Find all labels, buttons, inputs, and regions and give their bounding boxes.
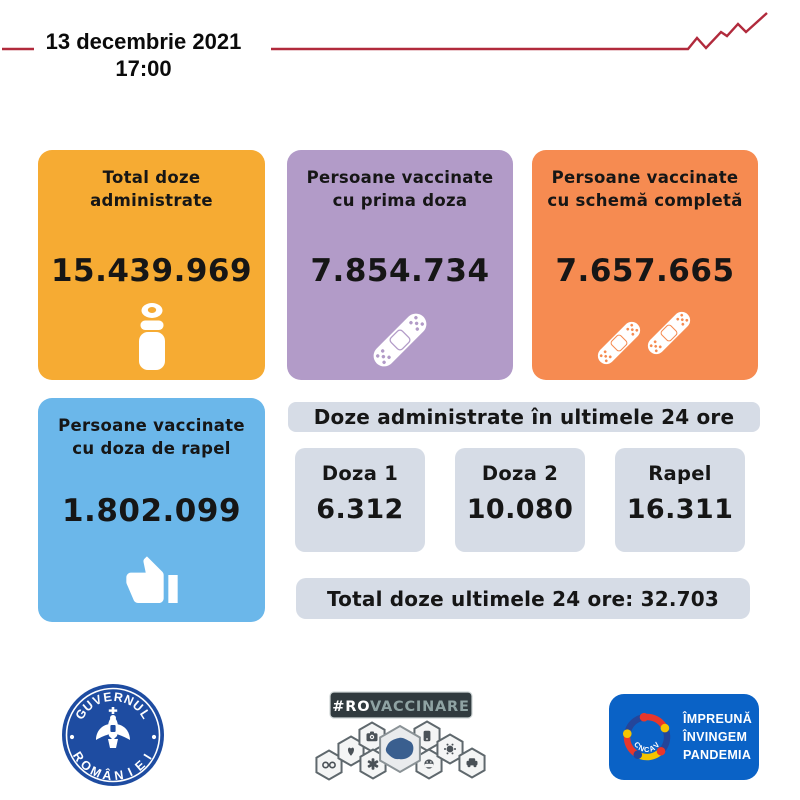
rovaccinare-bar [329,691,473,719]
card-value: 1.802.099 [61,493,242,529]
trend-line-graphic [2,12,768,51]
card-title: Total doze administrate [90,168,213,211]
seal-dot-right [151,734,157,740]
svg-text:C: C [644,745,650,754]
card-full-scheme: Persoane vaccinate cu schemă completă 7.… [532,150,758,380]
vial-icon [138,303,165,370]
cncav-slogan-line2: ÎNVINGEM [682,729,747,744]
dose1-value: 6.312 [316,494,404,525]
svg-text:Â: Â [102,767,113,783]
dose1-card: Doza 1 6.312 [295,448,425,552]
rovaccinare-hashtag: #ROVACCINARE [332,699,469,715]
card-title: Persoane vaccinate cu schemă completă [547,168,743,211]
card-booster-dose: Persoane vaccinate cu doza de rapel 1.80… [38,398,265,622]
card-total-doses: Total doze administrate 15.439.969 [38,150,265,380]
cncav-slogan-line1: ÎMPREUNĂ [682,711,752,726]
romania-map-icon [379,724,421,774]
dose2-card: Doza 2 10.080 [455,448,585,552]
booster24-card: Rapel 16.311 [615,448,745,552]
card-value: 7.854.734 [310,253,490,289]
last24-title: Doze administrate în ultimele 24 ore [313,405,735,429]
report-time: 17:00 [115,56,172,81]
card-value: 7.657.665 [555,253,735,289]
svg-text:V: V [651,740,661,750]
card-title: Persoane vaccinate cu prima doza [306,168,494,211]
svg-text:R: R [113,690,124,705]
virus-icon [436,733,464,765]
dose2-label: Doza 2 [481,462,559,485]
svg-text:E: E [102,690,112,705]
svg-text:I: I [141,752,155,762]
eagle-crest-icon [96,707,130,748]
last24-total-bar: Total doze ultimele 24 ore: 32.703 [296,578,750,619]
double-bandage-icon [593,308,695,369]
last24-title-bar: Doze administrate în ultimele 24 ore [288,402,760,432]
rovaccinare-logo: #ROVACCINARE [315,691,486,781]
report-date: 13 decembrie 2021 [45,29,242,54]
report-datetime: 13 decembrie 2021 17:00 [36,28,251,82]
card-first-dose: Persoane vaccinate cu prima doza 7.854.7… [287,150,513,380]
svg-text:N: N [637,743,646,754]
card-value: 15.439.969 [50,253,253,289]
booster24-label: Rapel [648,462,712,485]
bandage-icon [368,308,432,372]
seal-dot-left [69,734,75,740]
card-title: Persoane vaccinate cu doza de rapel [58,416,245,459]
dose1-label: Doza 1 [321,462,399,485]
last24-total: Total doze ultimele 24 ore: 32.703 [326,586,720,611]
svg-text:A: A [648,743,657,754]
svg-text:I: I [126,765,135,779]
thumbs-up-icon [125,556,178,603]
svg-text:N: N [113,768,124,783]
svg-text:C: C [632,740,643,750]
car-icon [458,747,486,779]
dose2-value: 10.080 [466,494,574,525]
booster24-value: 16.311 [626,494,734,525]
cncav-slogan-line3: PANDEMIA [683,748,751,762]
